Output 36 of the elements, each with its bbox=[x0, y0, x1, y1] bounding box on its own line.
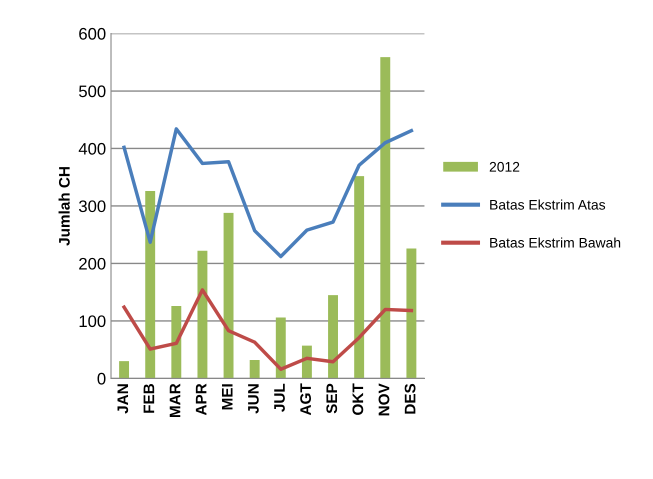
bar bbox=[250, 360, 260, 378]
bar bbox=[276, 317, 286, 378]
bar bbox=[354, 176, 364, 378]
x-tick-label: APR bbox=[196, 384, 206, 416]
bar bbox=[171, 306, 182, 378]
line-series bbox=[122, 127, 414, 258]
y-tick-label: 0 bbox=[98, 372, 106, 385]
y-tick-label: 600 bbox=[79, 28, 106, 40]
bar bbox=[119, 361, 130, 378]
x-tick-label: MAR bbox=[170, 384, 180, 418]
y-tick-label: 300 bbox=[78, 200, 106, 212]
x-tick-label: JAN bbox=[118, 384, 128, 414]
line-series bbox=[122, 288, 414, 371]
y-tick-label: 400 bbox=[78, 142, 106, 155]
y-tick-label: 100 bbox=[80, 315, 106, 328]
bar bbox=[406, 248, 416, 378]
bar bbox=[380, 57, 390, 378]
x-tick-label: FEB bbox=[144, 384, 154, 413]
legend-label: Batas Ekstrim Atas bbox=[490, 199, 606, 210]
x-tick-label: AGT bbox=[300, 383, 312, 416]
legend-label: 2012 bbox=[490, 162, 520, 172]
bar bbox=[328, 295, 338, 378]
bar bbox=[224, 212, 234, 378]
x-tick-label: NOV bbox=[378, 383, 390, 416]
x-tick-label: JUN bbox=[248, 384, 259, 414]
y-axis-title: Jumlah CH bbox=[58, 167, 70, 246]
bar bbox=[197, 250, 208, 378]
x-tick-label: OKT bbox=[352, 383, 364, 415]
legend-label: Batas Ekstrim Bawah bbox=[490, 237, 620, 248]
y-tick-label: 200 bbox=[79, 258, 106, 270]
x-tick-label: MEI bbox=[222, 384, 232, 410]
x-tick-label: SEP bbox=[326, 384, 338, 414]
bar bbox=[145, 191, 156, 378]
x-tick-label: JUL bbox=[274, 384, 285, 412]
x-tick-label: DES bbox=[404, 384, 416, 414]
y-tick-label: 500 bbox=[79, 85, 106, 98]
